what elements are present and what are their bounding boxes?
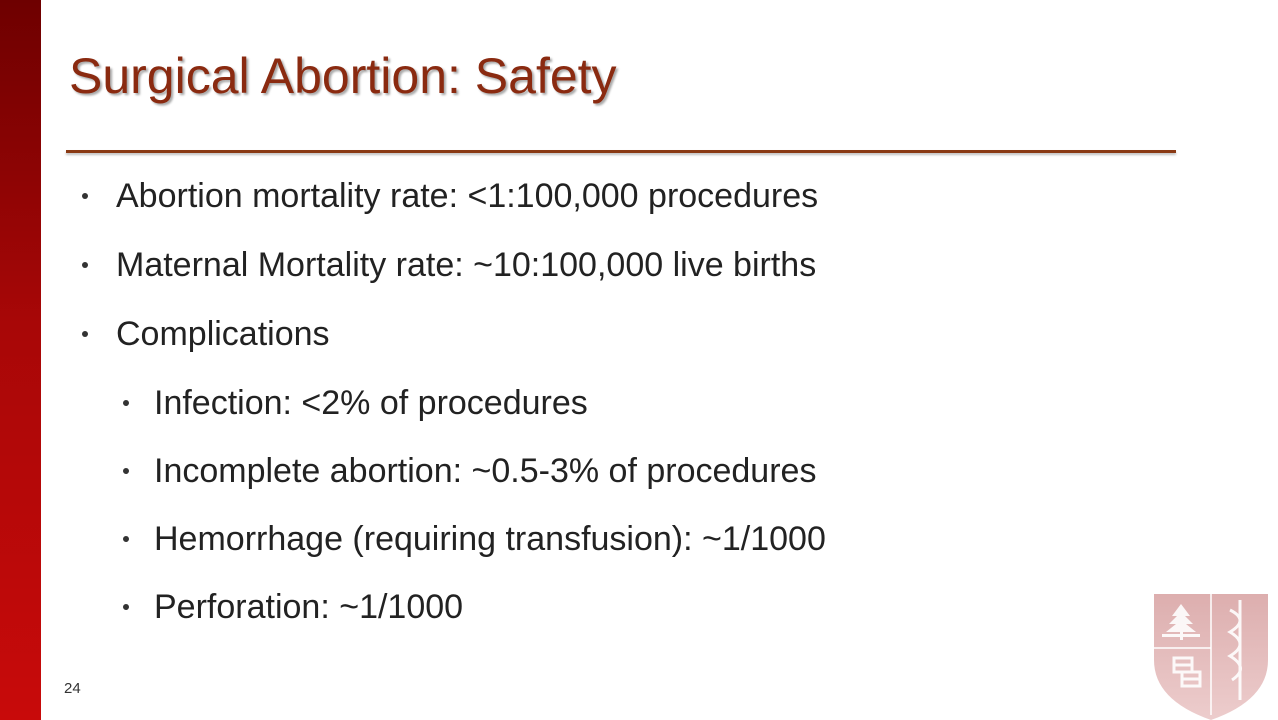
bullet-item: Maternal Mortality rate: ~10:100,000 liv… [82, 245, 817, 285]
slide-title: Surgical Abortion: Safety [69, 48, 617, 104]
bullet-dot-icon [123, 604, 129, 610]
bullet-dot-icon [82, 193, 88, 199]
shield-logo-icon [1154, 594, 1268, 720]
bullet-text: Hemorrhage (requiring transfusion): ~1/1… [154, 520, 826, 558]
bullet-text: Maternal Mortality rate: ~10:100,000 liv… [116, 246, 817, 284]
bullet-item: Complications [82, 314, 330, 354]
page-number: 24 [64, 680, 81, 697]
sub-bullet-item: Incomplete abortion: ~0.5-3% of procedur… [123, 451, 817, 491]
sub-bullet-item: Hemorrhage (requiring transfusion): ~1/1… [123, 519, 826, 559]
bullet-text: Infection: <2% of procedures [154, 384, 588, 422]
bullet-dot-icon [123, 400, 129, 406]
bullet-dot-icon [82, 262, 88, 268]
bullet-text: Complications [116, 315, 330, 353]
bullet-text: Incomplete abortion: ~0.5-3% of procedur… [154, 452, 817, 490]
bullet-dot-icon [123, 468, 129, 474]
title-divider [66, 150, 1176, 153]
bullet-text: Abortion mortality rate: <1:100,000 proc… [116, 177, 819, 215]
sub-bullet-item: Perforation: ~1/1000 [123, 587, 464, 627]
left-accent-bar [0, 0, 41, 720]
bullet-dot-icon [123, 536, 129, 542]
bullet-text: Perforation: ~1/1000 [154, 588, 464, 626]
bullet-dot-icon [82, 331, 88, 337]
sub-bullet-item: Infection: <2% of procedures [123, 383, 588, 423]
bullet-item: Abortion mortality rate: <1:100,000 proc… [82, 176, 819, 216]
